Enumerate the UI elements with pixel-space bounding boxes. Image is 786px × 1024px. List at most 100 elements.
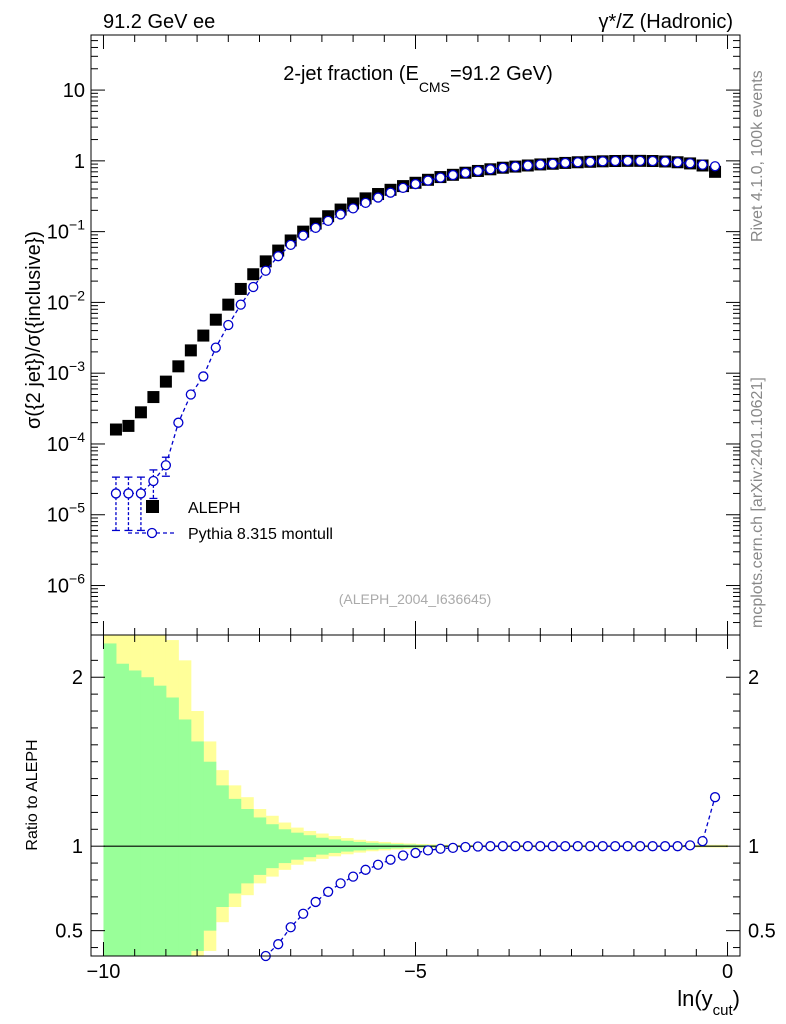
ratio-pythia-point: [709, 792, 721, 803]
aleph-point: [172, 360, 185, 373]
ratio-xlabel-text: ln(y: [677, 986, 712, 1011]
aleph-point: [259, 255, 272, 268]
ratio-ytick-label: 1: [72, 836, 83, 858]
aleph-point: [222, 298, 235, 311]
pythia-point: [622, 155, 633, 167]
pythia-point: [472, 165, 484, 177]
main-title-sub: CMS: [419, 79, 450, 95]
ratio-pythia-point: [372, 859, 384, 870]
main-ytick-label: 10: [63, 80, 85, 102]
main-ytick-base: 10: [47, 222, 69, 244]
pythia-point: [173, 417, 184, 428]
stat-uncertainty-band: [140, 677, 154, 956]
ratio-ytick-label-right: 0.5: [748, 921, 776, 943]
ratio-pythia-point: [622, 841, 633, 852]
ratio-pythia-point: [547, 841, 558, 852]
legend: ALEPH Pythia 8.315 montull: [128, 500, 333, 543]
ratio-xtick-label: 0: [722, 961, 733, 983]
ratio-pythia-point: [684, 840, 696, 851]
ratio-pythia-point: [410, 847, 421, 859]
pythia-point: [497, 162, 509, 173]
main-ytick-label: 10−3: [47, 358, 85, 385]
main-ytick-base: 10: [47, 434, 69, 456]
pythia-point: [198, 371, 209, 382]
pythia-point: [285, 239, 296, 251]
aleph-point: [247, 268, 260, 281]
aleph-point: [234, 282, 247, 295]
main-ylabel: σ({2 jet})/σ({inclusive}): [23, 231, 45, 429]
pythia-point: [522, 160, 533, 171]
ratio-xlabel: ln(ycut): [677, 986, 740, 1019]
pythia-point: [447, 169, 459, 181]
main-ytick-base: 10: [47, 505, 69, 527]
main-ytick-exp: −3: [69, 358, 85, 374]
pythia-point: [322, 215, 334, 227]
main-title-tail: =91.2 GeV): [450, 63, 553, 85]
ratio-pythia-line: [265, 797, 716, 957]
pythia-point: [510, 161, 521, 172]
stat-uncertainty-band: [165, 697, 179, 956]
ratio-pythia-point: [659, 841, 671, 852]
main-frame: [90, 34, 741, 636]
ratio-pythia-point: [497, 841, 509, 852]
pythia-point: [148, 475, 159, 487]
pythia-line: [116, 160, 716, 495]
pythia-point: [235, 299, 246, 310]
pythia-point: [422, 175, 434, 186]
aleph-point: [184, 344, 197, 357]
rivet-label: Rivet 4.1.0, 100k events: [749, 70, 766, 242]
aleph-point: [159, 375, 172, 388]
ratio-pythia-point: [285, 922, 296, 933]
ratio-pythia-point: [635, 841, 646, 852]
ratio-ytick-label: 0.5: [55, 921, 83, 943]
ratio-xlabel-sub: cut: [713, 1002, 734, 1019]
stat-uncertainty-band: [128, 670, 142, 956]
ratio-pythia-point: [298, 908, 309, 919]
ratio-pythia-point: [535, 841, 546, 852]
ratio-pythia-point: [460, 841, 471, 853]
main-ytick-exp: −6: [69, 571, 85, 587]
ratio-pythia-point: [510, 841, 521, 852]
svg-text:2-jet fraction (ECMS=91.2 GeV): 2-jet fraction (ECMS=91.2 GeV): [283, 63, 553, 95]
ratio-ytick-label-right: 1: [748, 836, 759, 858]
main-ytick-label: 1: [74, 151, 85, 173]
ratio-pythia-point: [647, 841, 658, 852]
ratio-pythia-point: [485, 841, 496, 852]
aleph-point: [209, 313, 222, 326]
main-ytick-label: 10−1: [47, 217, 85, 244]
pythia-point: [672, 157, 683, 168]
pythia-point: [372, 192, 384, 203]
ratio-pythia-point: [597, 841, 608, 852]
ratio-pythia-point: [610, 841, 621, 852]
stat-uncertainty-band: [115, 663, 129, 956]
pythia-point: [248, 281, 259, 293]
pythia-point: [385, 187, 396, 198]
pythia-point: [585, 156, 596, 167]
ratio-ytick-label-right: 2: [748, 667, 759, 689]
ratio-pythia-point: [360, 864, 371, 875]
main-ytick-base: 10: [47, 292, 69, 314]
ratio-pythia-point: [572, 841, 583, 852]
pythia-point: [647, 155, 658, 167]
ratio-pythia-point: [347, 871, 359, 882]
main-ytick-label: 10−2: [47, 287, 85, 314]
pythia-point: [210, 342, 221, 353]
pythia-point: [123, 488, 134, 499]
ratio-pythia-point: [397, 850, 409, 861]
pythia-point: [185, 389, 196, 400]
pythia-point: [298, 230, 309, 241]
pythia-point: [435, 172, 446, 183]
pythia-point: [560, 157, 571, 169]
main-title-text: 2-jet fraction (E: [283, 63, 419, 85]
main-ytick-label: 10−6: [47, 571, 85, 598]
main-ytick-base: 10: [47, 363, 69, 385]
pythia-point: [684, 158, 696, 169]
pythia-point: [485, 164, 496, 175]
ratio-pythia-point: [522, 841, 533, 852]
pythia-point: [572, 157, 583, 168]
main-ytick-base: 10: [47, 576, 69, 598]
header-right: γ*/Z (Hadronic): [599, 11, 733, 33]
main-ytick-label: 10−4: [47, 429, 85, 456]
main-ytick-label: 10−5: [47, 500, 85, 527]
